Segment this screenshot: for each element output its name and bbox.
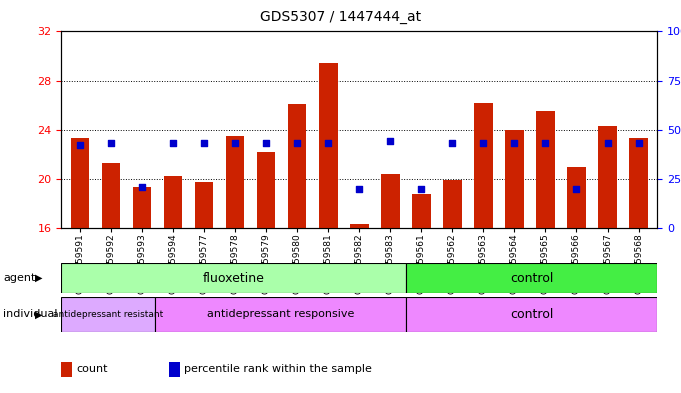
- Text: individual: individual: [3, 309, 58, 320]
- Bar: [381, 174, 400, 228]
- Bar: [567, 167, 586, 228]
- Point: [602, 140, 613, 147]
- Bar: [319, 63, 338, 228]
- Bar: [288, 104, 306, 228]
- Bar: [474, 103, 492, 228]
- Text: GDS5307 / 1447444_at: GDS5307 / 1447444_at: [260, 10, 421, 24]
- Bar: [598, 126, 617, 228]
- Point: [136, 184, 147, 190]
- Bar: [163, 176, 183, 228]
- Bar: [350, 224, 368, 228]
- Bar: [195, 182, 213, 228]
- Text: antidepressant resistant: antidepressant resistant: [53, 310, 163, 319]
- Point: [106, 140, 116, 147]
- Bar: [155, 297, 407, 332]
- Bar: [505, 130, 524, 228]
- Text: fluoxetine: fluoxetine: [203, 272, 265, 285]
- Point: [168, 140, 178, 147]
- Point: [323, 140, 334, 147]
- Bar: [412, 193, 430, 228]
- Point: [354, 185, 365, 192]
- Bar: [443, 180, 462, 228]
- Point: [447, 140, 458, 147]
- Point: [229, 140, 240, 147]
- Bar: [61, 362, 72, 377]
- Bar: [61, 263, 407, 293]
- Point: [261, 140, 272, 147]
- Point: [199, 140, 210, 147]
- Point: [540, 140, 551, 147]
- Text: antidepressant responsive: antidepressant responsive: [207, 309, 355, 320]
- Point: [633, 140, 644, 147]
- Bar: [61, 297, 155, 332]
- Point: [571, 185, 582, 192]
- Bar: [407, 297, 657, 332]
- Text: control: control: [510, 272, 554, 285]
- Bar: [226, 136, 244, 228]
- Bar: [629, 138, 648, 228]
- Text: agent: agent: [3, 273, 36, 283]
- Bar: [71, 138, 89, 228]
- Point: [74, 142, 85, 149]
- Text: ▶: ▶: [35, 309, 43, 320]
- Text: control: control: [510, 308, 554, 321]
- Bar: [536, 111, 555, 228]
- Point: [291, 140, 302, 147]
- Bar: [257, 152, 275, 228]
- Bar: [133, 187, 151, 228]
- Bar: [101, 163, 121, 228]
- Point: [385, 138, 396, 145]
- Point: [509, 140, 520, 147]
- Point: [416, 185, 427, 192]
- Text: count: count: [76, 364, 108, 375]
- Point: [478, 140, 489, 147]
- Bar: [169, 362, 180, 377]
- Text: percentile rank within the sample: percentile rank within the sample: [184, 364, 372, 375]
- Text: ▶: ▶: [35, 273, 43, 283]
- Bar: [407, 263, 657, 293]
